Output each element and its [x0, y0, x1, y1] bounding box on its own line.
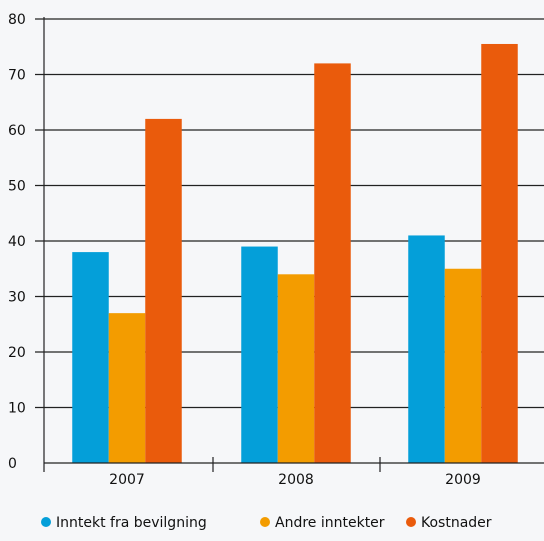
bar-2008-series-1 [241, 246, 278, 463]
bar-2009-series-2 [444, 268, 482, 463]
legend-swatch [260, 517, 270, 527]
legend-item: Andre inntekter [260, 515, 385, 531]
y-tick-label: 50 [8, 179, 26, 195]
bar-layer [72, 43, 518, 464]
y-tick-label: 70 [8, 68, 26, 84]
y-tick-label: 80 [8, 12, 26, 28]
bar-2009-series-3 [481, 43, 518, 463]
x-tick-label: 2008 [278, 472, 314, 488]
legend-item: Inntekt fra bevilgning [41, 515, 207, 531]
y-tick-label: 0 [8, 456, 17, 472]
bar-2007-series-1 [72, 252, 109, 463]
y-tick-label: 20 [8, 345, 26, 361]
bar-2007-series-2 [108, 313, 146, 463]
bar-2008-series-2 [277, 274, 315, 463]
legend: Inntekt fra bevilgning Andre inntekter Kos… [41, 515, 492, 531]
y-tick-label: 30 [8, 290, 26, 306]
legend-label: Kostnader [421, 515, 492, 531]
y-tick-label: 60 [8, 123, 26, 139]
bar-2009-series-1 [408, 235, 445, 463]
x-tick-label: 2007 [109, 472, 145, 488]
axis-layer: 0 10 20 30 40 50 60 70 80 2007 2008 2009 [8, 12, 544, 488]
legend-label: Andre inntekter [275, 515, 385, 531]
bar-2008-series-3 [314, 63, 351, 464]
legend-item: Kostnader [406, 515, 492, 531]
bar-2007-series-3 [145, 118, 182, 464]
x-tick-label: 2009 [445, 472, 481, 488]
y-tick-label: 10 [8, 401, 26, 417]
legend-label: Inntekt fra bevilgning [56, 515, 207, 531]
legend-swatch [406, 517, 416, 527]
legend-swatch [41, 517, 51, 527]
y-tick-label: 40 [8, 234, 26, 250]
